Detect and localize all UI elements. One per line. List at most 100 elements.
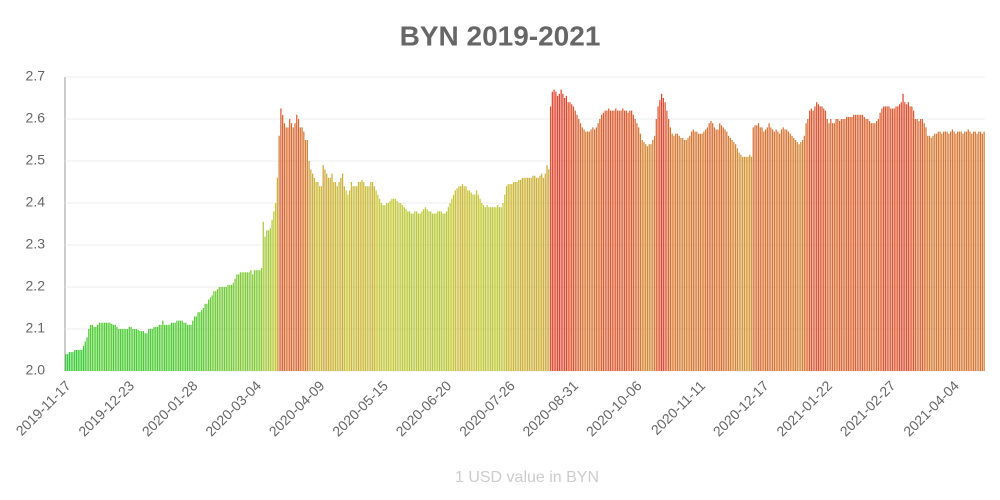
bar <box>641 140 643 371</box>
bar <box>186 324 189 371</box>
bar <box>803 135 805 371</box>
bar <box>232 282 234 371</box>
bar <box>618 110 620 371</box>
bar <box>389 200 391 371</box>
bar <box>586 131 589 371</box>
bar <box>867 119 869 371</box>
bar <box>403 207 405 371</box>
bar <box>304 140 307 371</box>
bar <box>81 350 83 371</box>
bar <box>424 207 427 371</box>
bar <box>197 312 199 371</box>
bar <box>296 114 298 372</box>
bar <box>322 165 324 371</box>
y-tick-label: 2.6 <box>26 110 46 126</box>
x-tick-label: 2020-08-31 <box>519 377 581 439</box>
bar <box>345 190 347 371</box>
bar <box>176 320 178 371</box>
bar <box>590 129 592 371</box>
bar <box>111 323 113 371</box>
bar <box>216 289 219 371</box>
bar <box>514 182 516 371</box>
bar <box>787 131 790 371</box>
bar <box>190 324 192 371</box>
bar <box>747 156 749 371</box>
bar <box>410 213 412 371</box>
bar <box>331 173 333 371</box>
bar <box>884 106 887 372</box>
bar <box>400 203 402 371</box>
bar <box>195 316 197 371</box>
bar <box>521 177 523 371</box>
bar <box>604 110 606 371</box>
bar <box>599 119 601 371</box>
bar <box>838 121 841 371</box>
bar <box>585 131 587 371</box>
bar <box>551 91 553 371</box>
bar <box>162 320 164 371</box>
bar <box>964 131 966 371</box>
bar <box>70 352 72 371</box>
bar <box>146 333 148 371</box>
bar <box>303 131 305 371</box>
bar <box>860 114 862 372</box>
bar <box>798 144 800 371</box>
bar <box>939 131 941 371</box>
bar <box>631 110 633 371</box>
bar <box>227 284 229 371</box>
bar <box>532 175 534 371</box>
x-tick-label: 2020-03-04 <box>202 377 264 439</box>
bar <box>823 108 825 371</box>
bar <box>927 135 929 371</box>
bar <box>979 131 982 371</box>
bar <box>408 211 411 371</box>
y-tick-label: 2.1 <box>26 320 46 336</box>
x-tick-label: 2020-10-06 <box>583 377 645 439</box>
bar <box>65 354 67 371</box>
bar <box>535 177 538 371</box>
x-tick-label: 2021-02-27 <box>837 377 899 439</box>
bar <box>854 114 857 372</box>
bar <box>685 140 687 371</box>
bar <box>313 177 316 371</box>
bar <box>666 110 668 371</box>
bar <box>151 329 153 371</box>
bar <box>401 205 404 371</box>
bar <box>948 133 950 371</box>
bar <box>782 127 784 372</box>
bar <box>283 123 286 371</box>
bar <box>444 213 446 371</box>
bar <box>749 154 751 371</box>
bar <box>652 140 654 371</box>
bar <box>655 119 657 371</box>
x-tick-label: 2020-06-20 <box>392 377 454 439</box>
bar <box>846 116 848 372</box>
bar <box>923 123 925 371</box>
bar <box>276 177 278 371</box>
bar <box>634 119 636 371</box>
bar <box>934 133 936 371</box>
bar <box>415 211 418 371</box>
bar <box>898 104 901 372</box>
bar <box>193 316 196 371</box>
bar <box>91 324 93 371</box>
bar <box>237 274 240 371</box>
bar <box>831 123 834 371</box>
bar <box>592 127 594 372</box>
bar <box>918 121 920 371</box>
bar <box>978 131 980 371</box>
bar <box>144 333 146 371</box>
bar <box>119 329 122 371</box>
bar <box>134 329 136 371</box>
bar <box>267 230 270 371</box>
bar <box>121 329 123 371</box>
x-tick-label: 2020-07-26 <box>456 377 518 439</box>
y-tick-label: 2.7 <box>26 68 46 84</box>
bar <box>364 186 367 371</box>
bar <box>643 142 645 371</box>
bar <box>453 194 455 371</box>
bar <box>965 131 968 371</box>
bar <box>742 156 744 371</box>
bar <box>801 140 804 371</box>
chart-title: BYN 2019-2021 <box>400 20 601 51</box>
